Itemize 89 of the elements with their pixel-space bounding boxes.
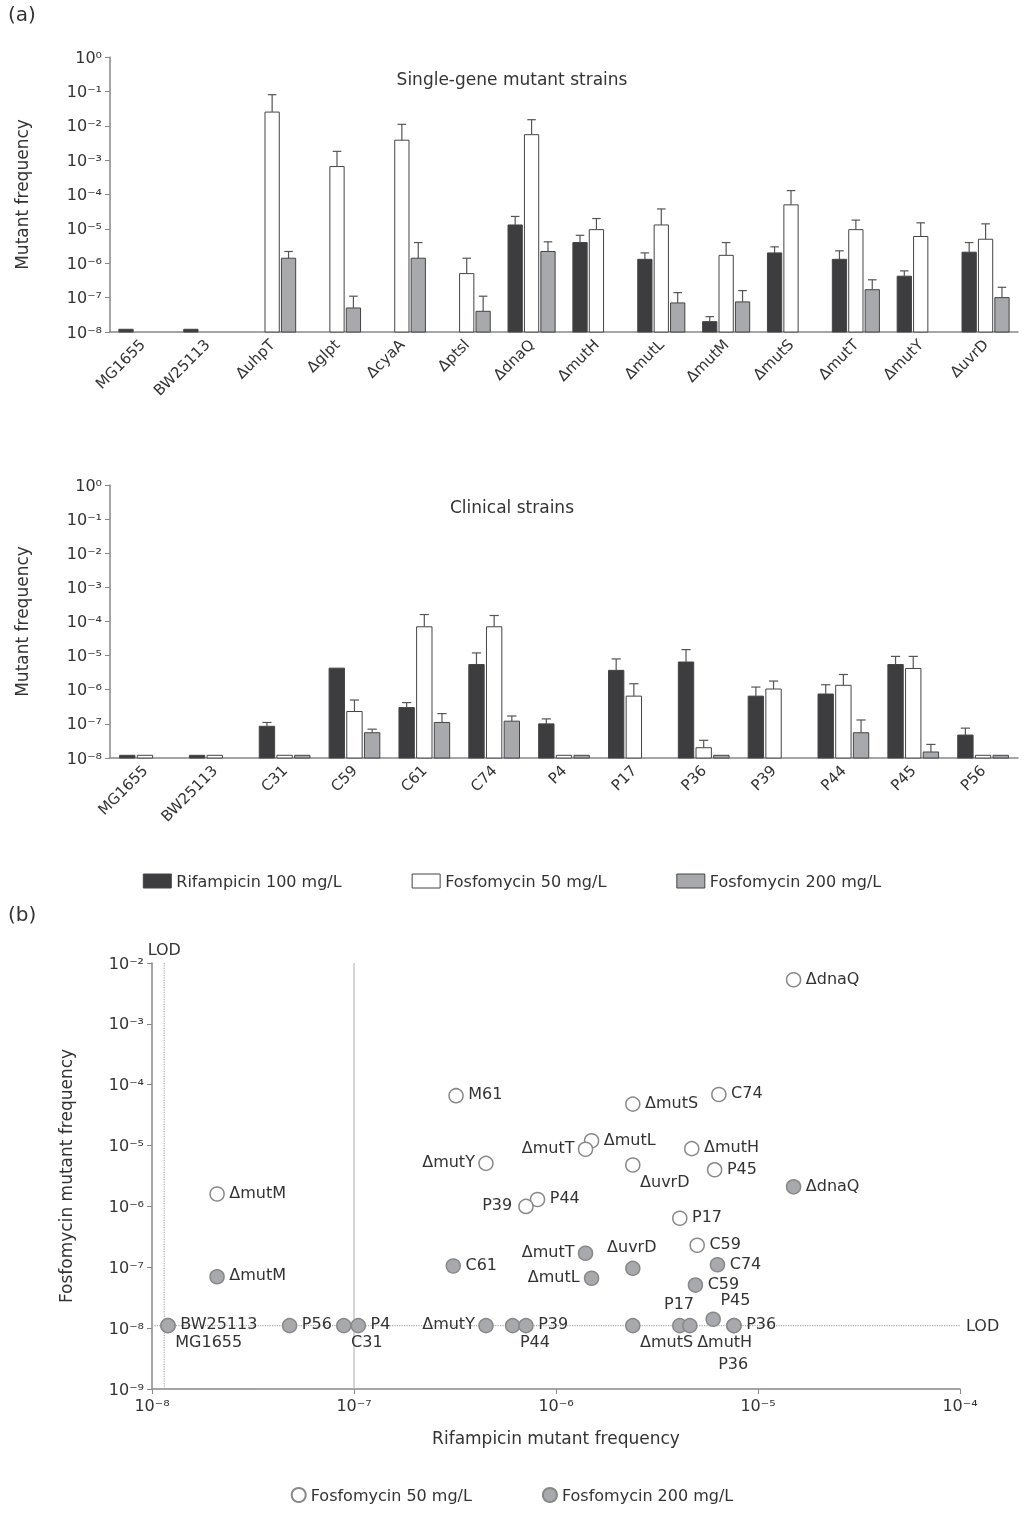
text: (a) (8, 2, 36, 26)
y-tick-label: 10⁻⁸ (108, 1318, 144, 1338)
x-tick-label: 10⁻⁶ (538, 1395, 574, 1415)
x-tick-label: P4 (544, 761, 571, 788)
legend-label: Fosfomycin 200 mg/L (561, 1485, 734, 1505)
legend-label: Fosfomycin 50 mg/L (445, 871, 607, 891)
ref-line-label: LOD (147, 939, 181, 959)
x-tick-label: 10⁻⁷ (336, 1395, 372, 1415)
y-tick-label: 10⁻⁸ (66, 748, 102, 768)
y-tick-label: 10⁻² (66, 543, 102, 563)
y-tick-label: 10⁻³ (66, 577, 102, 597)
data-label: ΔmutL (527, 1267, 580, 1287)
data-label: P39 (538, 1314, 569, 1334)
ref-line-label: LOD (966, 1316, 1000, 1336)
data-label: C61 (465, 1254, 498, 1274)
data-label: P39 (482, 1195, 513, 1215)
data-label: ΔdnaQ (805, 1175, 860, 1195)
data-label: P45 (726, 1158, 757, 1178)
y-tick-label: 10⁰ (75, 47, 102, 67)
data-label: ΔuvrD (640, 1171, 690, 1191)
y-tick-label: 10⁻¹ (66, 509, 102, 529)
data-label: ΔmutT (521, 1242, 575, 1262)
legend-label: Fosfomycin 50 mg/L (310, 1485, 472, 1505)
y-tick-label: 10⁻³ (108, 1014, 144, 1034)
data-label: M61 (468, 1084, 503, 1104)
x-tick-label: P44 (817, 761, 850, 795)
text: (b) (8, 902, 37, 926)
data-label: ΔmutY (422, 1314, 476, 1334)
y-tick-label: 10⁻⁷ (66, 288, 102, 308)
legend-label: Fosfomycin 200 mg/L (709, 871, 882, 891)
data-label: ΔmutS (645, 1092, 699, 1112)
y-tick-label: 10⁻⁴ (108, 1075, 144, 1095)
text: Clinical strains (450, 496, 575, 517)
x-tick-label: C59 (327, 761, 361, 796)
y-tick-label: 10⁻⁵ (108, 1136, 144, 1156)
y-axis-title: Mutant frequency (11, 546, 32, 697)
data-label: MG1655 (175, 1332, 243, 1352)
x-tick-label: C74 (466, 761, 501, 796)
legend-label: Rifampicin 100 mg/L (176, 871, 342, 891)
data-label: C31 (351, 1332, 383, 1352)
data-label: P44 (519, 1332, 550, 1352)
data-label: P44 (549, 1188, 580, 1208)
y-tick-label: 10⁻⁴ (66, 612, 102, 631)
x-tick-label: P45 (886, 761, 920, 795)
x-axis-title: Rifampicin mutant frequency (432, 1427, 680, 1448)
data-label: ΔmutS (640, 1332, 694, 1352)
y-tick-label: 10⁻⁶ (66, 253, 102, 273)
data-label: P17 (664, 1294, 695, 1314)
data-label: P17 (692, 1206, 723, 1226)
data-label: ΔmutT (521, 1138, 575, 1157)
data-label: P4 (370, 1314, 391, 1334)
y-tick-label: 10⁻⁷ (66, 714, 102, 734)
y-tick-label: 10⁻³ (66, 150, 102, 170)
y-tick-label: 10⁰ (75, 475, 102, 495)
y-tick-label: 10⁻¹ (66, 81, 102, 101)
data-label: ΔmutM (229, 1182, 287, 1202)
x-tick-label: 10⁻⁵ (740, 1395, 776, 1415)
x-tick-label: C31 (257, 761, 291, 796)
data-label: P45 (720, 1290, 751, 1309)
y-tick-label: 10⁻² (108, 953, 144, 973)
data-label: P56 (301, 1314, 332, 1334)
data-label: C59 (709, 1234, 741, 1254)
data-label: P36 (746, 1314, 777, 1334)
x-tick-label: C61 (397, 761, 431, 796)
y-axis-title: Fosfomycin mutant frequency (55, 1048, 76, 1304)
y-tick-label: 10⁻⁶ (108, 1196, 144, 1216)
y-tick-label: 10⁻⁵ (66, 646, 102, 666)
y-tick-label: 10⁻² (66, 116, 102, 136)
y-axis-title: Mutant frequency (11, 119, 32, 270)
y-tick-label: 10⁻⁵ (66, 219, 102, 239)
data-label: ΔdnaQ (805, 968, 860, 988)
x-tick-label: 10⁻⁴ (942, 1395, 978, 1415)
data-label: C74 (731, 1083, 763, 1103)
y-tick-label: 10⁻⁴ (66, 185, 102, 204)
data-label: P36 (718, 1354, 749, 1374)
y-tick-label: 10⁻⁸ (66, 322, 102, 342)
y-tick-label: 10⁻⁷ (108, 1257, 144, 1277)
data-label: ΔmutH (704, 1137, 759, 1157)
data-label: C74 (729, 1253, 762, 1273)
data-label: ΔmutL (603, 1129, 656, 1149)
data-label: BW25113 (180, 1314, 258, 1334)
data-label: ΔmutY (422, 1152, 476, 1172)
y-tick-label: 10⁻⁶ (66, 680, 102, 700)
data-label: C59 (707, 1273, 740, 1293)
data-label: ΔmutM (229, 1265, 287, 1285)
text: Single-gene mutant strains (396, 68, 628, 89)
data-label: ΔmutH (697, 1332, 753, 1352)
x-tick-label: P39 (747, 761, 780, 795)
data-label: ΔuvrD (607, 1237, 657, 1257)
